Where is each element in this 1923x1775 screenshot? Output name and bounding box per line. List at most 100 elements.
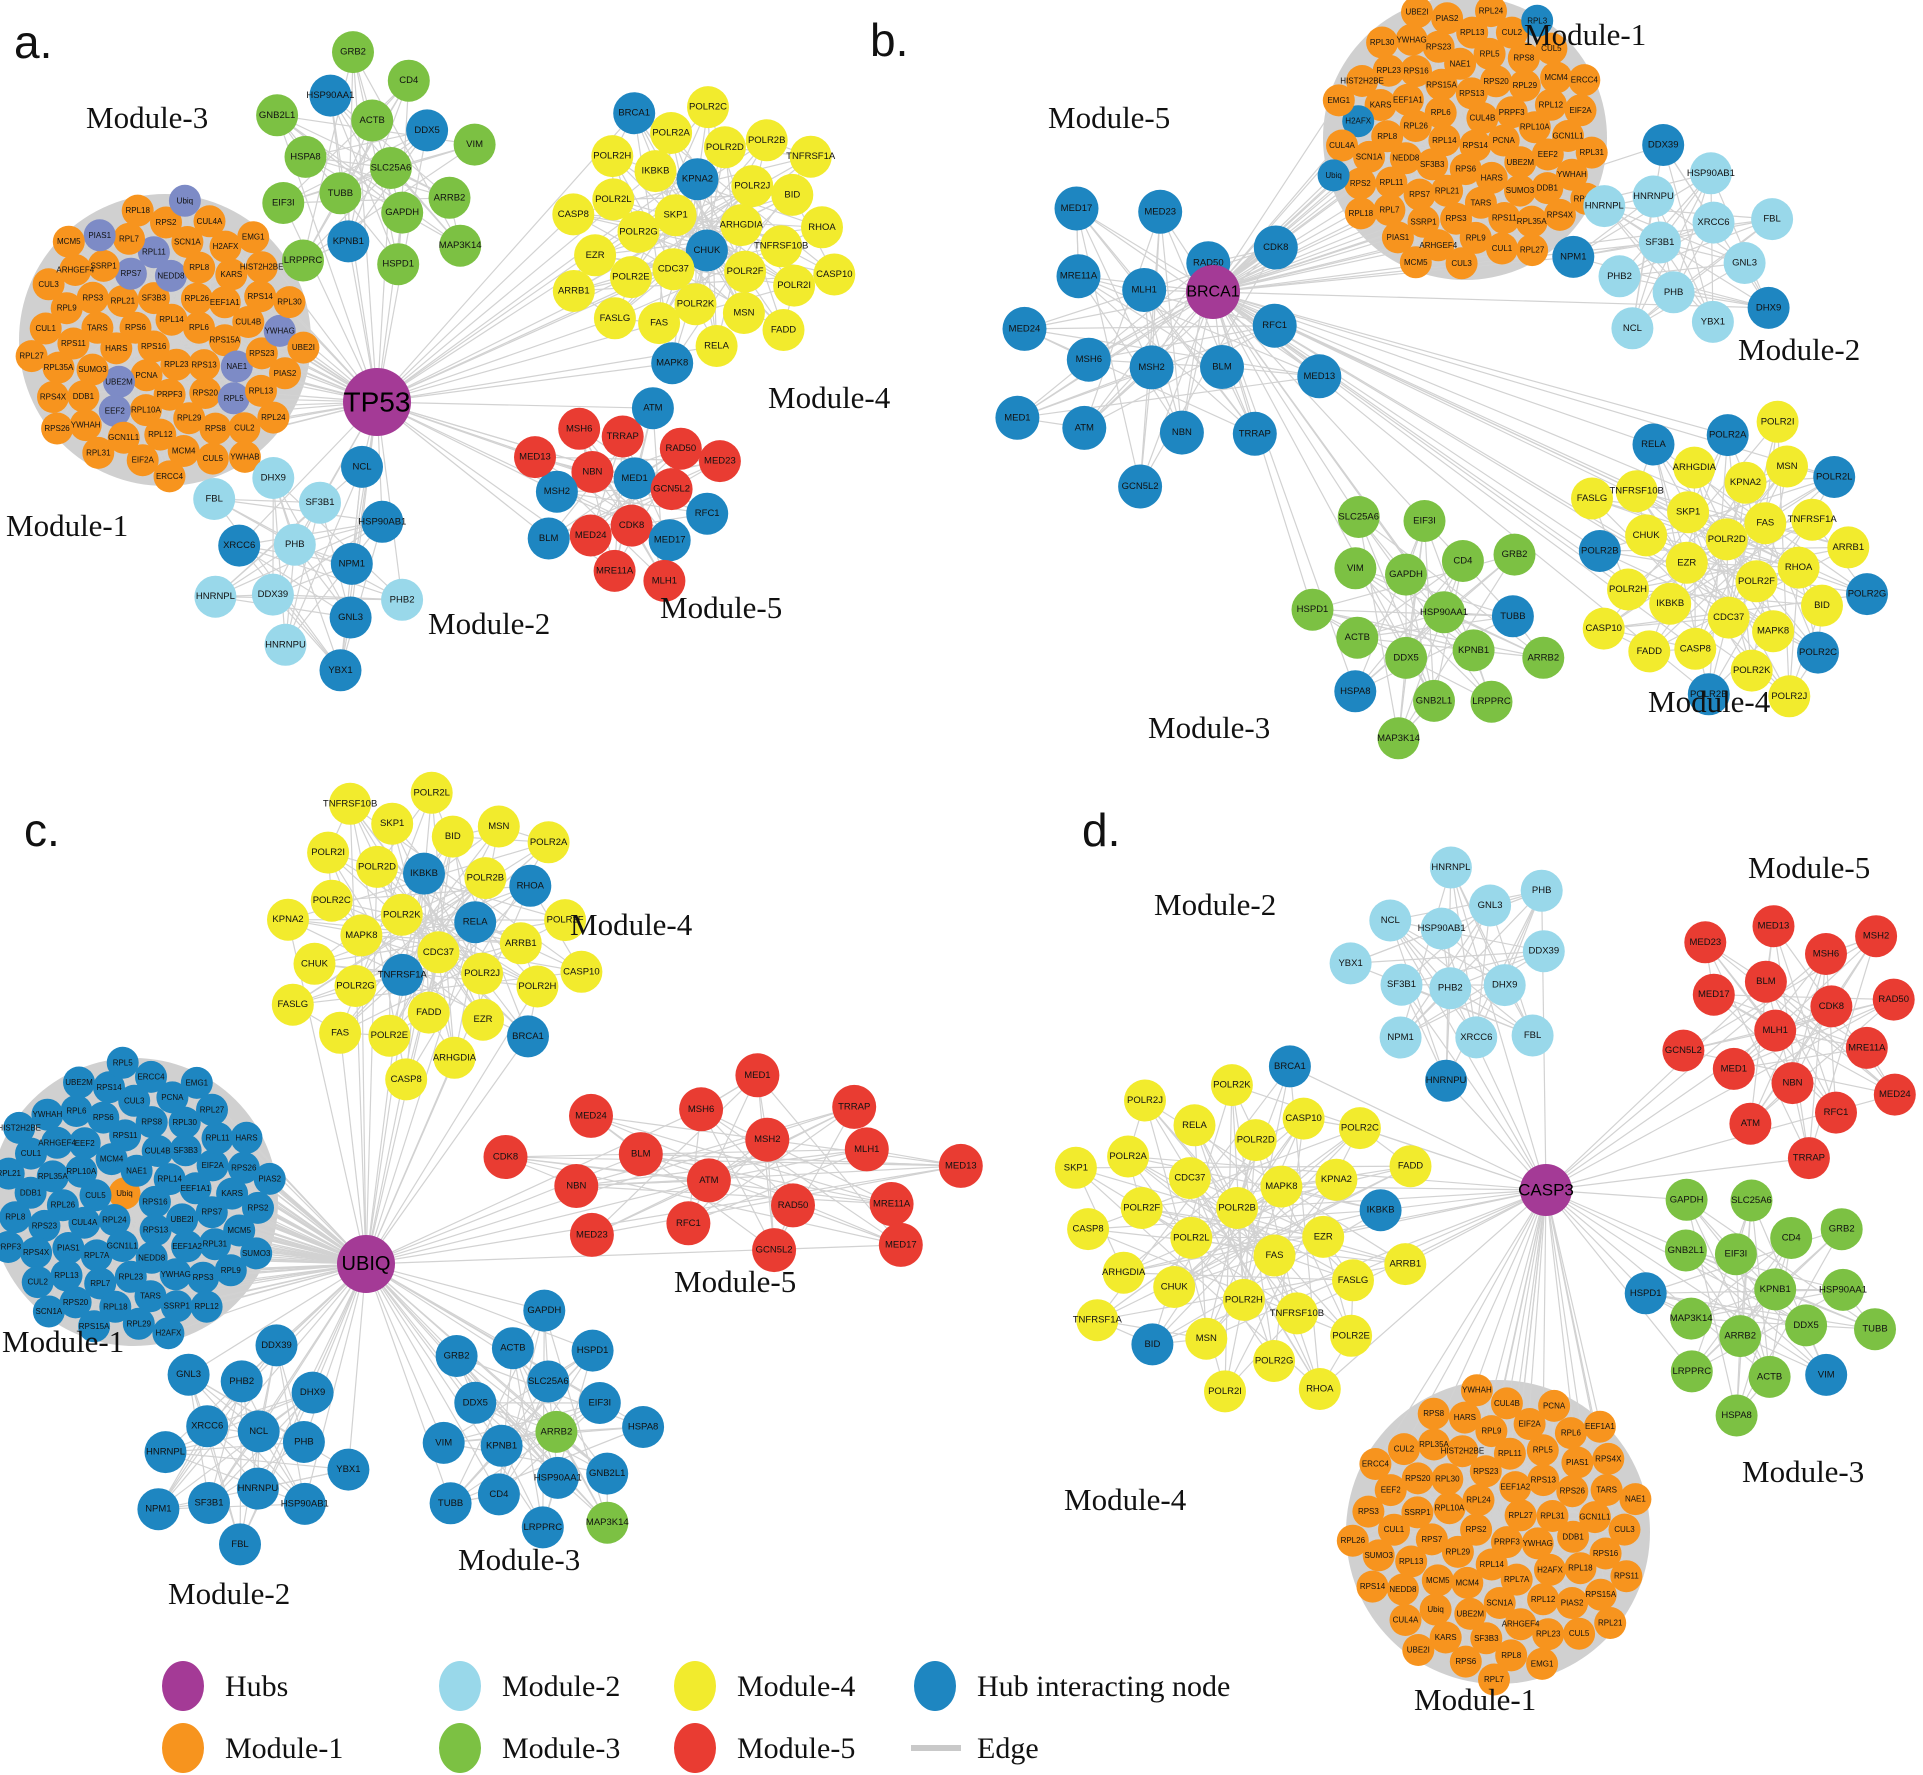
node-brca1 bbox=[1268, 1045, 1311, 1088]
node-kpna2 bbox=[267, 898, 309, 941]
edge bbox=[214, 498, 383, 523]
hub-node-casp3 bbox=[1520, 1164, 1572, 1216]
node-rpl35a bbox=[36, 1160, 69, 1193]
edge bbox=[1212, 291, 1868, 595]
node-skp1 bbox=[654, 194, 697, 237]
edge bbox=[304, 1263, 367, 1505]
edge bbox=[302, 129, 428, 261]
node-rpl23 bbox=[1372, 54, 1405, 87]
edge bbox=[1212, 291, 1475, 651]
hub-label-brca1: BRCA1 bbox=[1186, 284, 1239, 301]
node-fbl bbox=[1751, 198, 1794, 241]
node-emg1 bbox=[237, 221, 270, 254]
node-rps15a bbox=[1425, 68, 1458, 101]
node-tars bbox=[1590, 1474, 1623, 1506]
node-atm bbox=[631, 387, 674, 430]
edge bbox=[365, 1263, 476, 1404]
node-cul4b bbox=[141, 1135, 174, 1167]
node-rps13 bbox=[139, 1214, 172, 1246]
edge bbox=[1632, 218, 1773, 329]
node-tnfrsf1a bbox=[1076, 1299, 1119, 1342]
edge bbox=[208, 1263, 367, 1504]
edge bbox=[1224, 1066, 1291, 1392]
node-eif3i bbox=[262, 182, 305, 224]
edge bbox=[1405, 1189, 1547, 1265]
node-hnrnpu bbox=[236, 1467, 279, 1510]
node-mapk8 bbox=[651, 342, 694, 385]
edge bbox=[122, 1062, 138, 1171]
edge bbox=[1400, 890, 1543, 1038]
node-mre11a bbox=[593, 549, 636, 592]
node-rfc1 bbox=[1252, 303, 1297, 348]
node-fbl bbox=[219, 1523, 261, 1566]
node-arhgdia bbox=[1102, 1251, 1145, 1294]
node-rps2 bbox=[242, 1191, 274, 1224]
legend-module-2-swatch bbox=[439, 1661, 481, 1711]
node-cdk8 bbox=[1253, 225, 1298, 270]
node-nbn bbox=[554, 1164, 599, 1208]
node-ywhag bbox=[159, 1258, 192, 1291]
node-rela bbox=[454, 901, 497, 944]
node-polr2c bbox=[687, 86, 729, 129]
node-rpl24 bbox=[1462, 1484, 1495, 1517]
node-rpl14 bbox=[153, 1163, 186, 1196]
node-rpl8 bbox=[183, 251, 216, 284]
edge bbox=[1077, 275, 1183, 433]
node-hars bbox=[100, 332, 133, 365]
node-rps3 bbox=[1440, 202, 1473, 235]
edge bbox=[376, 317, 616, 403]
panel-b-module-3-label: Module-3 bbox=[1148, 710, 1270, 745]
edge bbox=[339, 1032, 367, 1265]
node-ssrp1 bbox=[1407, 205, 1440, 238]
node-rpl7a bbox=[80, 1239, 113, 1272]
legend-module-3-swatch bbox=[439, 1723, 481, 1773]
node-sumo3 bbox=[1504, 174, 1536, 207]
node-ikbkb bbox=[1359, 1189, 1402, 1232]
node-ddb1 bbox=[1557, 1520, 1590, 1553]
node-rpl5 bbox=[1526, 1434, 1559, 1467]
node-msh2 bbox=[745, 1117, 790, 1162]
edge bbox=[1710, 173, 1770, 309]
node-ybx1 bbox=[319, 649, 362, 692]
node-rps11 bbox=[57, 327, 90, 360]
hub-label-casp3: CASP3 bbox=[1518, 1181, 1574, 1200]
node-hnrnpl bbox=[144, 1431, 187, 1474]
node-rps16 bbox=[1400, 55, 1432, 88]
node-rpl10a bbox=[1433, 1492, 1466, 1525]
node-ssrp1 bbox=[87, 249, 120, 282]
node-polr2c bbox=[310, 879, 353, 922]
node-med13 bbox=[938, 1143, 983, 1188]
edge bbox=[1520, 1426, 1601, 1516]
node-rpl35a bbox=[1515, 205, 1548, 238]
node-casp10 bbox=[1582, 607, 1625, 650]
node-rpl21 bbox=[1431, 174, 1464, 207]
node-scn1a bbox=[171, 226, 204, 258]
node-polr2b bbox=[464, 857, 507, 900]
node-rpl13 bbox=[50, 1259, 83, 1292]
node-rpl30 bbox=[168, 1106, 201, 1139]
node-rps16 bbox=[138, 1185, 171, 1218]
node-eef1a2 bbox=[1499, 1471, 1532, 1504]
edge bbox=[1400, 950, 1545, 1039]
edge bbox=[505, 1156, 961, 1167]
node-faslg bbox=[593, 297, 636, 340]
node-xrcc6 bbox=[186, 1405, 229, 1448]
node-cul4a bbox=[193, 205, 226, 238]
node-arhgef4 bbox=[1504, 1608, 1537, 1641]
edge bbox=[365, 1179, 710, 1265]
node-tnfrsf1a bbox=[381, 953, 424, 996]
node-npm1 bbox=[137, 1488, 180, 1531]
node-cul4a bbox=[1389, 1604, 1422, 1636]
node-lrpprc bbox=[1670, 1350, 1713, 1393]
node-slc25a6 bbox=[527, 1360, 570, 1403]
node-polr2e bbox=[609, 256, 652, 299]
node-eef1a1 bbox=[208, 286, 241, 319]
node-fas bbox=[638, 302, 681, 345]
node-rpl8 bbox=[1371, 120, 1404, 153]
node-hspa8 bbox=[622, 1406, 665, 1448]
panel-d-module-1-label: Module-1 bbox=[1414, 1682, 1536, 1717]
panel-a-module-1-label: Module-1 bbox=[6, 508, 128, 543]
node-hnrnpl bbox=[194, 575, 237, 618]
edge bbox=[365, 1263, 500, 1495]
